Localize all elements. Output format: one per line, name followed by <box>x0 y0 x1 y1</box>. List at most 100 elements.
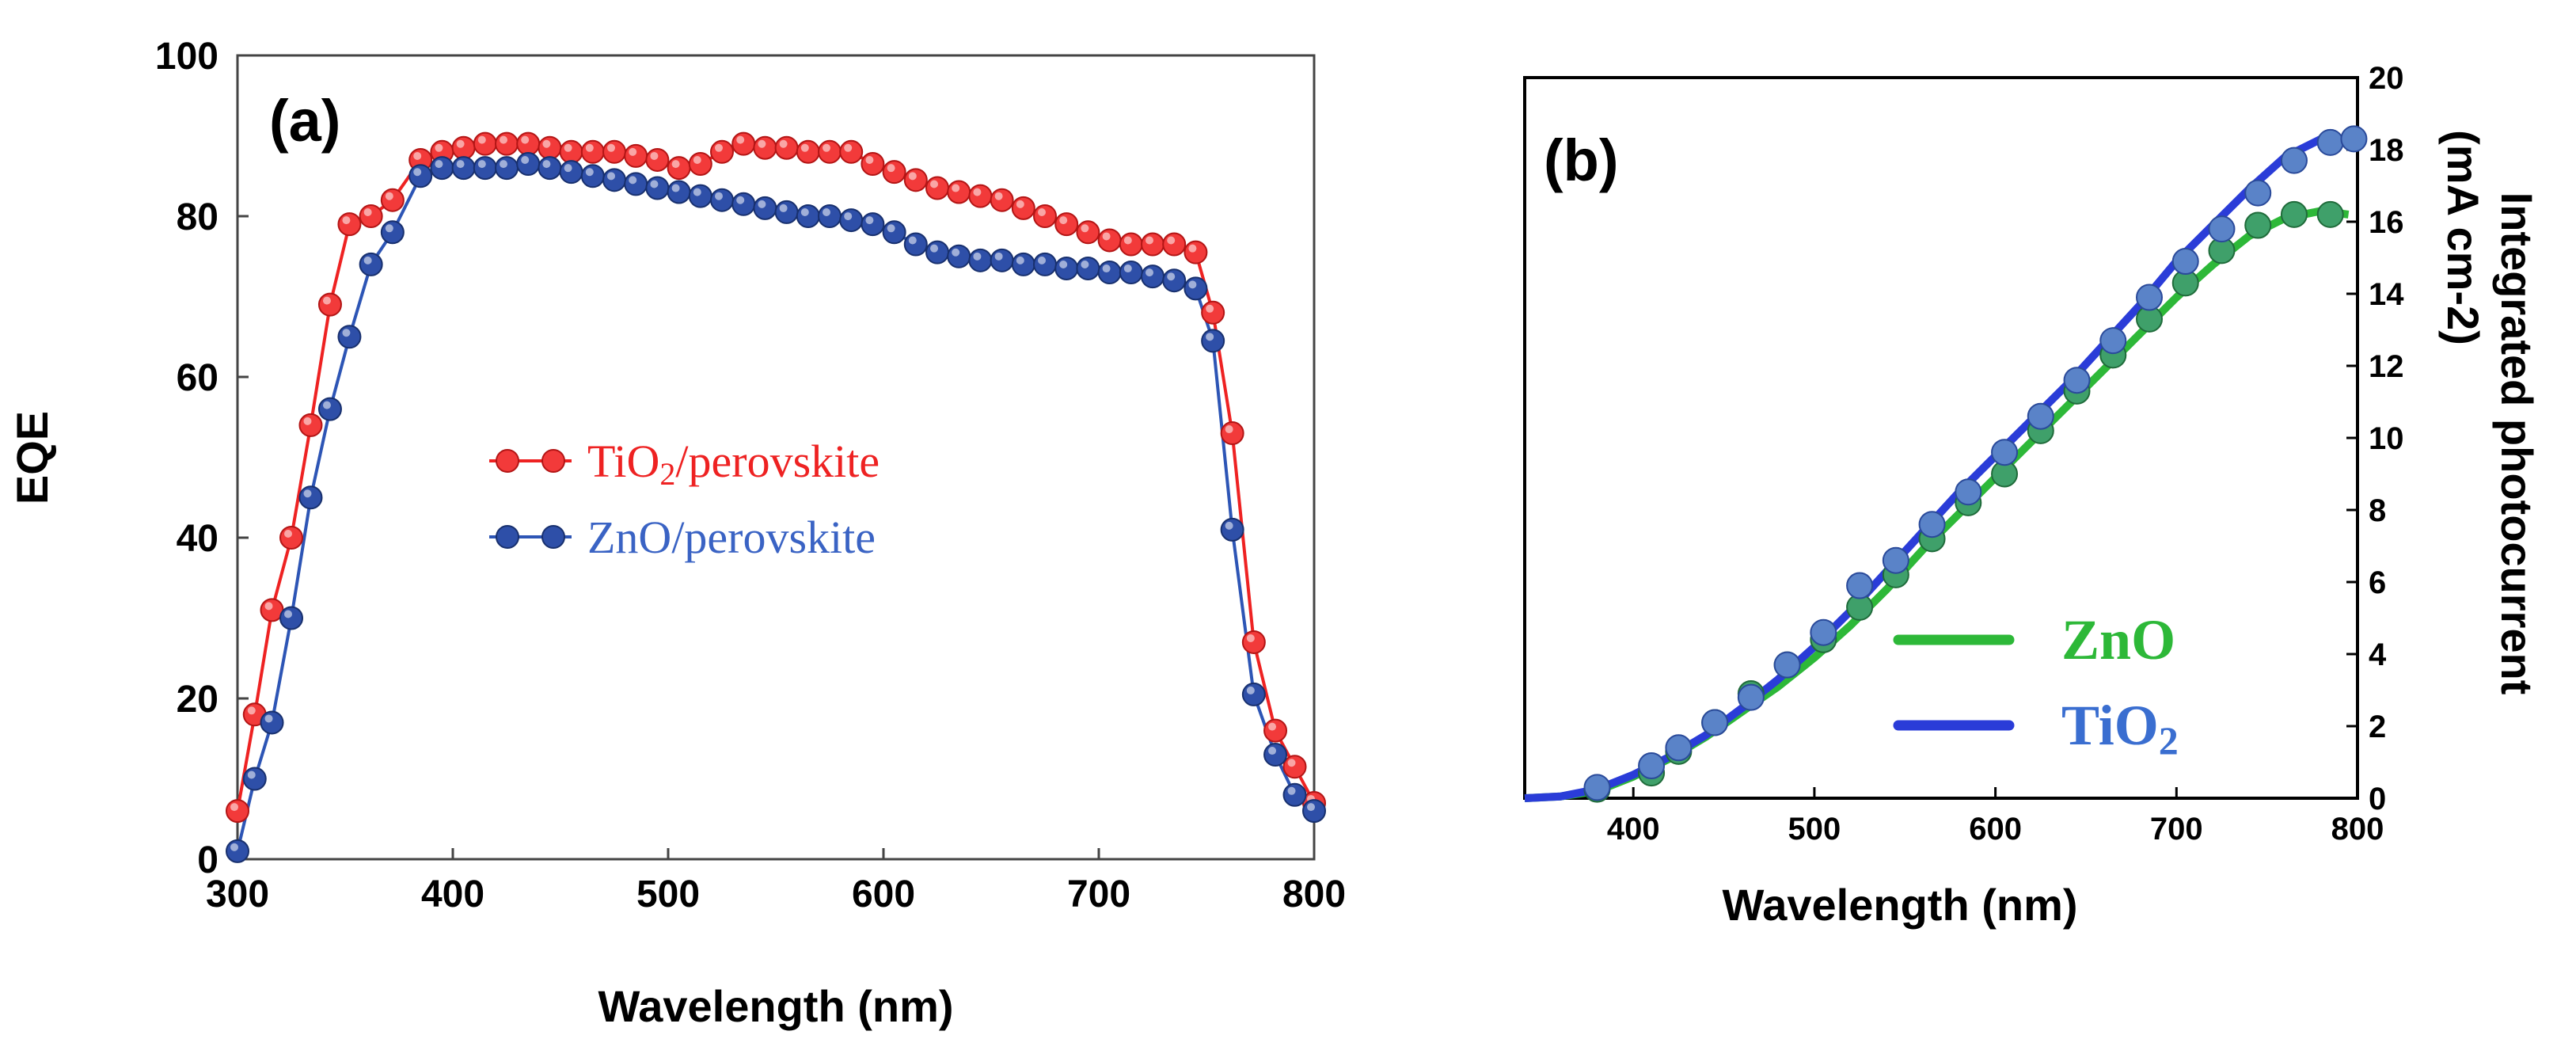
data-point-tio2 <box>559 139 583 164</box>
data-point-tio2 <box>1184 240 1208 264</box>
chart-a-panel-label: (a) <box>269 88 340 154</box>
data-point-highlight <box>800 208 809 216</box>
data-point-tio2 <box>839 139 864 164</box>
data-point-zno <box>538 156 562 181</box>
legend-text: ZnO <box>2061 608 2175 672</box>
x-tick-label: 500 <box>636 873 700 915</box>
data-point-tio2 <box>380 188 405 212</box>
data-point-tio2 <box>925 176 949 200</box>
data-point-highlight <box>952 248 960 257</box>
data-point-highlight <box>629 176 637 185</box>
data-point-tio2 <box>2063 367 2091 394</box>
data-point-zno <box>602 168 626 192</box>
data-point-highlight <box>865 216 874 225</box>
data-point-zno <box>645 176 670 200</box>
y-tick-label: 100 <box>155 36 218 78</box>
data-point-highlight <box>322 296 331 305</box>
data-point-zno <box>1076 256 1100 280</box>
data-point-highlight <box>1206 304 1214 313</box>
data-point-tio2 <box>1638 752 1666 780</box>
legend-subscript: 2 <box>659 456 675 492</box>
data-point-tio2 <box>1097 228 1122 253</box>
data-point-tio2 <box>2099 327 2127 355</box>
data-point-tio2 <box>1701 709 1729 736</box>
chart-b-y-axis-label-line1: Integrated photocurrent <box>2492 192 2542 695</box>
data-point-zno <box>2280 200 2308 228</box>
chart-b-plot-frame <box>1523 76 2359 800</box>
data-point-tio2 <box>2208 215 2236 243</box>
data-point-highlight <box>650 180 659 188</box>
data-point-tio2 <box>1955 478 1982 506</box>
data-point-highlight <box>521 156 530 165</box>
data-point-highlight <box>521 135 530 144</box>
data-point-highlight <box>779 139 788 148</box>
x-tick-label: 800 <box>2331 812 2384 847</box>
data-point-highlight <box>671 160 680 169</box>
data-point-highlight <box>542 139 551 148</box>
data-point-highlight <box>1123 236 1132 245</box>
data-point-tio2 <box>1162 232 1187 257</box>
legend-marker <box>496 449 519 473</box>
data-point-highlight <box>500 135 507 144</box>
data-point-highlight <box>865 156 874 165</box>
data-point-tio2 <box>226 799 249 824</box>
data-point-tio2 <box>2280 146 2308 174</box>
y-tick-label: 8 <box>2369 493 2386 528</box>
chart-a-legend-entry-zno: ZnO/perovskite <box>489 512 876 563</box>
data-point-zno <box>1097 261 1122 285</box>
data-point-highlight <box>844 212 853 221</box>
data-point-highlight <box>930 180 938 188</box>
data-point-tio2 <box>710 139 734 164</box>
data-point-highlight <box>973 188 982 196</box>
data-point-highlight <box>736 135 745 144</box>
data-point-highlight <box>1102 264 1111 273</box>
data-point-highlight <box>930 244 938 253</box>
y-tick-label: 16 <box>2369 205 2404 240</box>
data-point-highlight <box>693 156 701 165</box>
data-point-tio2 <box>337 212 362 237</box>
data-point-zno <box>408 164 433 188</box>
data-point-highlight <box>385 192 393 200</box>
data-point-highlight <box>758 139 766 148</box>
data-point-zno <box>903 232 928 257</box>
data-point-highlight <box>264 602 273 611</box>
data-point-highlight <box>1188 244 1197 253</box>
chart-b-legend: ZnO TiO2 <box>1893 608 2179 763</box>
chart-a-x-axis-label: Wavelength (nm) <box>598 981 953 1031</box>
data-point-highlight <box>1246 634 1255 642</box>
data-point-zno <box>2244 211 2272 239</box>
data-point-highlight <box>264 714 273 723</box>
x-tick-label: 700 <box>2150 812 2203 847</box>
data-point-tio2 <box>753 135 777 160</box>
data-point-zno <box>226 839 249 863</box>
data-point-highlight <box>908 172 917 181</box>
data-point-highlight <box>693 188 701 196</box>
data-point-highlight <box>1146 236 1153 245</box>
legend-marker <box>541 449 565 473</box>
data-point-zno <box>818 204 842 228</box>
legend-text: ZnO/perovskite <box>587 512 876 563</box>
x-tick-label: 600 <box>1969 812 2022 847</box>
data-point-highlight <box>247 771 256 779</box>
data-point-zno <box>1162 268 1187 293</box>
data-point-highlight <box>1206 333 1214 341</box>
chart-a-legend-label-tio2: TiO2/perovskite <box>587 436 880 492</box>
data-point-zno <box>796 204 820 228</box>
data-point-tio2 <box>1076 220 1100 245</box>
chart-b-series-points <box>1583 125 2368 803</box>
data-point-highlight <box>715 143 723 152</box>
data-point-tio2 <box>538 135 562 160</box>
data-point-highlight <box>671 184 680 192</box>
data-point-tio2 <box>1846 572 1874 599</box>
data-point-tio2 <box>774 135 799 160</box>
data-point-tio2 <box>317 292 342 317</box>
data-point-highlight <box>779 204 788 212</box>
data-point-tio2 <box>279 526 303 550</box>
data-point-highlight <box>823 143 830 152</box>
data-point-highlight <box>1016 256 1024 264</box>
data-point-highlight <box>1225 425 1233 434</box>
legend-marker <box>496 525 519 549</box>
y-tick-label: 40 <box>177 518 218 560</box>
data-point-tio2 <box>359 204 383 228</box>
